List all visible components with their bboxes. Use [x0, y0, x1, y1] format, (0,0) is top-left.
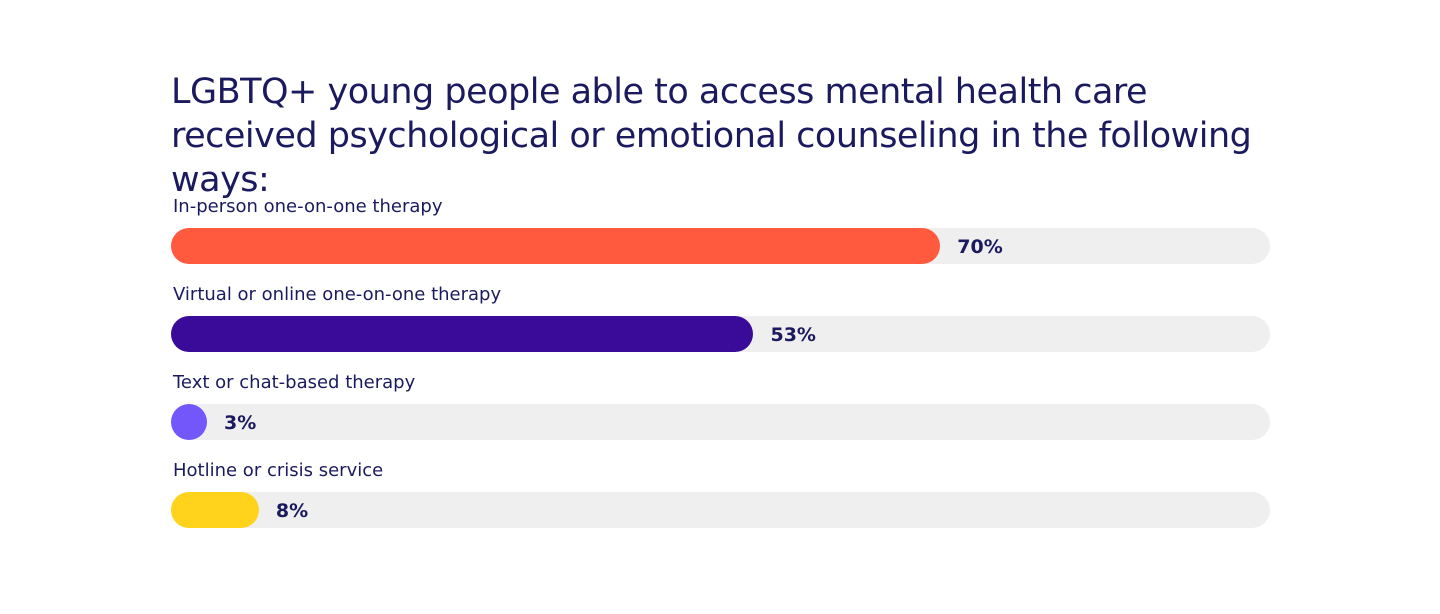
bar: [171, 316, 754, 352]
bar: [171, 404, 207, 440]
bar-track: 8%: [171, 492, 1270, 528]
value-label: 8%: [275, 500, 309, 522]
chart-title: LGBTQ+ young people able to access menta…: [171, 72, 1252, 200]
bar-row: Text or chat-based therapy 3%: [171, 368, 1270, 456]
bar-row: Virtual or online one-on-one therapy 53%: [171, 280, 1270, 368]
bar-row: In-person one-on-one therapy 70%: [171, 192, 1270, 280]
value-label: 70%: [957, 236, 1003, 258]
bar-track: 70%: [171, 228, 1270, 264]
bar-track: 3%: [171, 404, 1270, 440]
category-label: Virtual or online one-on-one therapy: [173, 284, 502, 305]
bar: [171, 492, 259, 528]
bar: [171, 228, 941, 264]
value-label: 53%: [770, 324, 816, 346]
bar-row: Hotline or crisis service 8%: [171, 456, 1270, 544]
chart: LGBTQ+ young people able to access menta…: [171, 70, 1270, 528]
bar-track: 53%: [171, 316, 1270, 352]
category-label: Text or chat-based therapy: [173, 372, 416, 393]
bar-rows: In-person one-on-one therapy 70% Virtual o…: [171, 192, 1270, 544]
category-label: Hotline or crisis service: [173, 460, 384, 481]
category-label: In-person one-on-one therapy: [173, 196, 443, 217]
value-label: 3%: [224, 412, 257, 434]
